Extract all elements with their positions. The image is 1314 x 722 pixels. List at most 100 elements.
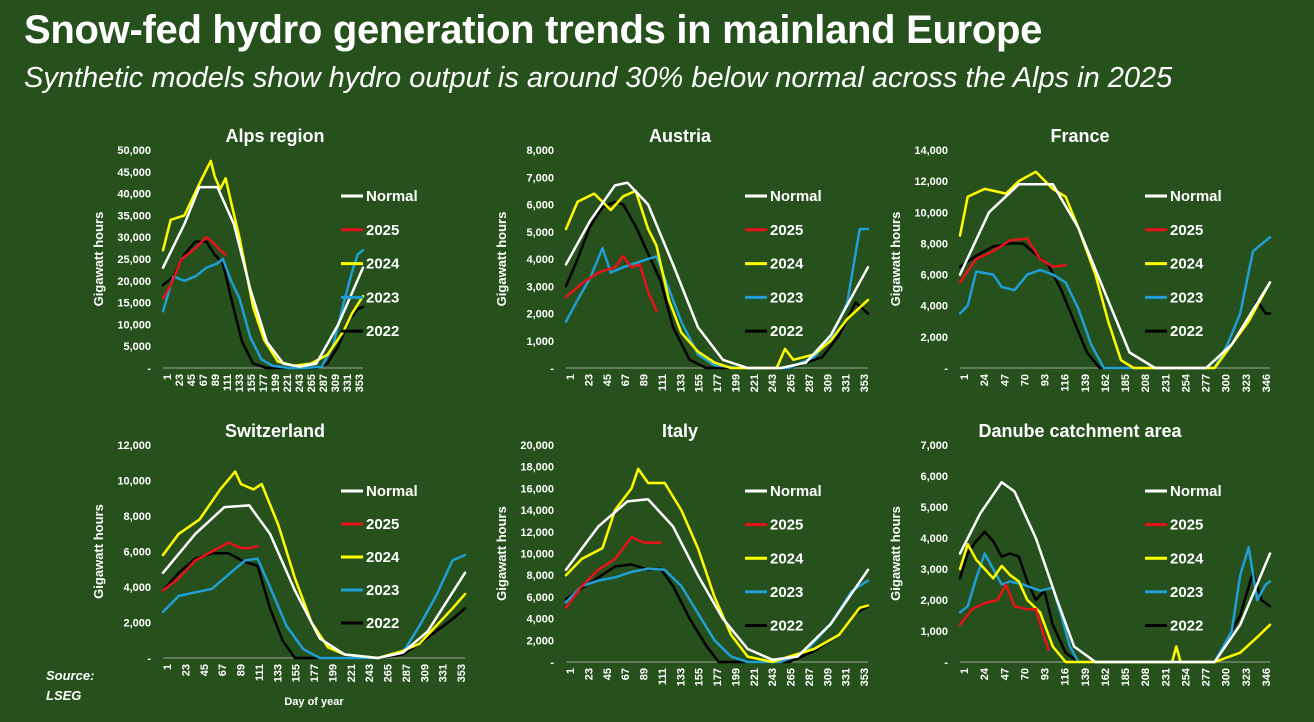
y-tick-label: 4,000: [526, 614, 554, 626]
legend-label-2025: 2025: [366, 222, 399, 239]
page-subtitle: Synthetic models show hydro output is ar…: [24, 62, 1173, 94]
x-tick-label: 287: [318, 374, 330, 392]
x-tick-label: 300: [1221, 668, 1233, 686]
x-tick-label: 133: [675, 374, 687, 392]
y-tick-label: 6,000: [526, 200, 554, 212]
x-tick-label: 177: [712, 374, 724, 392]
x-tick-label: 1: [162, 374, 174, 380]
x-tick-label: 265: [383, 664, 395, 682]
x-tick-label: 221: [749, 668, 761, 686]
chart-alps-region: Alps region Gigawatt hours - 5,000 10,000 15,…: [91, 126, 418, 392]
series-line-2022: [958, 530, 1272, 664]
y-tick-label: 50,000: [117, 145, 151, 157]
x-tick-label: 89: [639, 374, 651, 386]
x-tick-label: 23: [583, 374, 595, 386]
legend-label-2022: 2022: [366, 615, 399, 632]
y-tick-label: 2,000: [526, 635, 554, 647]
x-tick-label: 116: [1060, 374, 1072, 392]
legend-label-2024: 2024: [770, 550, 804, 567]
x-tick-label: 353: [354, 374, 366, 392]
series-line-2022: [161, 240, 365, 370]
x-axis-label: Day of year: [284, 696, 344, 708]
y-axis-label: Gigawatt hours: [91, 504, 106, 599]
y-tick-label: 14,000: [520, 505, 554, 517]
y-tick-label: 10,000: [520, 549, 554, 561]
y-tick-label: 5,000: [526, 227, 554, 239]
y-tick-label: 8,000: [123, 511, 151, 523]
chart-title: Alps region: [225, 126, 324, 146]
x-tick-label: 309: [419, 664, 431, 682]
y-tick-label: -: [147, 363, 151, 375]
x-tick-label: 45: [602, 668, 614, 680]
y-tick-label: 20,000: [117, 276, 151, 288]
chart-italy: Italy Gigawatt hours - 2,000 4,000 6,000 8,000…: [494, 421, 871, 686]
y-tick-label: 4,000: [920, 301, 948, 313]
legend-label-2022: 2022: [770, 323, 803, 340]
series-line-2025: [958, 237, 1067, 284]
y-tick-label: 10,000: [117, 476, 151, 488]
series-line-2023: [564, 567, 870, 664]
series-line-2025: [564, 535, 662, 610]
y-axis-label: Gigawatt hours: [494, 506, 509, 601]
y-tick-label: 18,000: [520, 462, 554, 474]
x-tick-label: 353: [456, 664, 468, 682]
y-tick-label: 7,000: [526, 172, 554, 184]
y-tick-label: -: [944, 657, 948, 669]
x-tick-label: 155: [694, 668, 706, 686]
legend-label-2023: 2023: [770, 289, 803, 306]
source-name: LSEG: [46, 688, 82, 703]
y-tick-label: 2,000: [920, 595, 948, 607]
series-line-2023: [564, 227, 870, 370]
chart-switzerland: Switzerland Gigawatt hours - 2,000 4,000 6,00…: [91, 421, 468, 708]
x-tick-label: 346: [1261, 374, 1273, 392]
x-tick-label: 231: [1160, 668, 1172, 686]
series-line-normal: [564, 498, 870, 662]
y-tick-label: 1,000: [920, 626, 948, 638]
y-tick-label: 4,000: [920, 533, 948, 545]
y-tick-label: -: [550, 657, 554, 669]
x-tick-label: 287: [804, 374, 816, 392]
series-line-2025: [161, 541, 259, 592]
series-line-2023: [161, 553, 467, 660]
x-tick-label: 1: [959, 374, 971, 380]
x-tick-label: 185: [1120, 668, 1132, 686]
y-tick-label: 30,000: [117, 232, 151, 244]
x-tick-label: 243: [364, 664, 376, 682]
y-tick-label: 25,000: [117, 254, 151, 266]
x-tick-label: 243: [767, 668, 779, 686]
legend-label-2025: 2025: [770, 222, 803, 239]
x-tick-label: 287: [401, 664, 413, 682]
y-tick-label: 1,000: [526, 336, 554, 348]
legend-label-2022: 2022: [1170, 618, 1203, 635]
legend-label-2022: 2022: [770, 618, 803, 635]
x-tick-label: 89: [639, 668, 651, 680]
x-tick-label: 93: [1040, 374, 1052, 386]
x-tick-label: 23: [180, 664, 192, 676]
y-tick-label: 6,000: [920, 471, 948, 483]
legend-label-2024: 2024: [1170, 256, 1204, 273]
y-tick-label: 4,000: [526, 254, 554, 266]
x-tick-label: 309: [822, 668, 834, 686]
x-tick-label: 254: [1180, 667, 1192, 686]
x-tick-label: 47: [999, 668, 1011, 680]
x-tick-label: 70: [1019, 374, 1031, 386]
y-tick-label: 2,000: [123, 618, 151, 630]
x-tick-label: 67: [620, 668, 632, 680]
y-axis-label: Gigawatt hours: [91, 212, 106, 307]
x-tick-label: 309: [822, 374, 834, 392]
x-tick-label: 139: [1080, 374, 1092, 392]
x-tick-label: 155: [246, 374, 258, 392]
y-tick-label: 8,000: [920, 238, 948, 250]
series-line-2024: [564, 189, 870, 370]
y-tick-label: -: [147, 653, 151, 665]
series-line-2025: [161, 235, 227, 300]
series-line-normal: [564, 181, 870, 370]
x-tick-label: 24: [979, 373, 991, 386]
legend-label-2024: 2024: [1170, 550, 1204, 567]
series-line-2025: [564, 255, 658, 313]
y-tick-label: 5,000: [123, 341, 151, 353]
series-line-2023: [958, 546, 1272, 664]
legend-label-2023: 2023: [1170, 289, 1203, 306]
x-tick-label: 265: [306, 374, 318, 392]
chart-title: Switzerland: [225, 421, 325, 441]
